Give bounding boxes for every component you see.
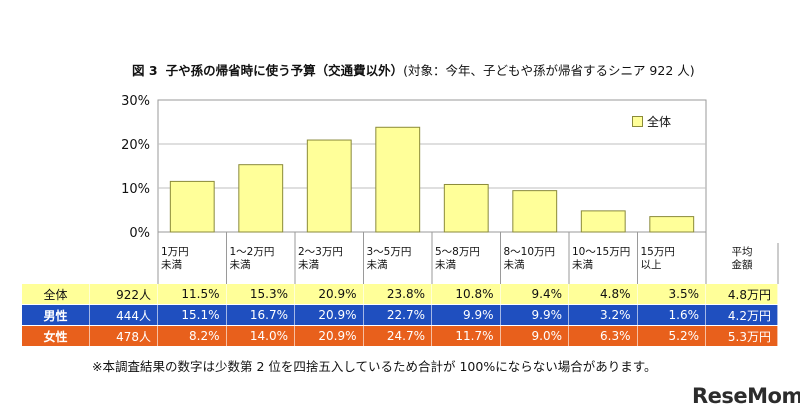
category-label-line: 未満 <box>366 259 388 271</box>
title-main: 子や孫の帰省時に使う予算（交通費以外） <box>165 63 404 78</box>
row-label: 女性 <box>22 326 90 346</box>
legend-label: 全体 <box>647 115 672 129</box>
category-label-line: 未満 <box>503 259 525 271</box>
category-label: 3～5万円 未満 <box>364 243 433 284</box>
row-average: 4.8万円 <box>706 284 778 304</box>
table-cell: 6.3% <box>569 326 638 346</box>
table-cell: 3.2% <box>569 305 638 325</box>
category-label: 1万円 未満 <box>158 243 227 284</box>
table-cell: 22.7% <box>364 305 432 325</box>
y-tick-label: 20% <box>121 138 150 153</box>
category-label-line: 3～5万円 <box>366 246 412 258</box>
y-tick-label: 30% <box>121 94 150 109</box>
avg-header-line1: 平均 <box>731 246 753 258</box>
table-row: 全体 922人 11.5% 15.3% 20.9% 23.8% 10.8% 9.4% 4.8% 3… <box>22 284 778 305</box>
table-cell: 15.3% <box>227 284 295 304</box>
y-tick-label: 10% <box>121 182 150 197</box>
table-cell: 23.8% <box>364 284 432 304</box>
row-label: 全体 <box>22 284 90 304</box>
table-cell: 9.9% <box>501 305 569 325</box>
table-cell: 15.1% <box>158 305 227 325</box>
row-average: 5.3万円 <box>706 326 778 346</box>
category-label-line: 1万円 <box>161 246 189 258</box>
category-label: 8～10万円 未満 <box>501 243 570 284</box>
table-cell: 9.4% <box>501 284 569 304</box>
avg-header-line2: 金額 <box>731 259 753 271</box>
title-subtitle: (対象：今年、子どもや孫が帰省するシニア 922 人) <box>403 63 695 78</box>
category-label-line: 未満 <box>229 259 251 271</box>
table-row: 女性 478人 8.2% 14.0% 20.9% 24.7% 11.7% 9.0% 6.3% 5.… <box>22 326 778 347</box>
category-label-line: 2～3万円 <box>298 246 343 258</box>
legend-swatch <box>632 116 643 127</box>
table-cell: 20.9% <box>295 326 364 346</box>
table-cell: 4.8% <box>569 284 638 304</box>
category-label-line: 未満 <box>298 259 319 271</box>
table-cell: 8.2% <box>158 326 227 346</box>
footnote: ※本調査結果の数字は少数第 2 位を四捨五入しているため合計が 100%にならな… <box>92 359 657 374</box>
chart-title: 図 3 子や孫の帰省時に使う予算（交通費以外）(対象：今年、子どもや孫が帰省するシ… <box>132 60 772 79</box>
table-cell: 16.7% <box>227 305 295 325</box>
table-cell: 14.0% <box>227 326 295 346</box>
resemom-logo: ReseMom <box>692 384 800 408</box>
category-label: 2～3万円 未満 <box>295 243 364 284</box>
category-label: 1～2万円 未満 <box>227 243 296 284</box>
bar <box>580 210 626 233</box>
avg-header: 平均 金額 <box>706 243 778 272</box>
row-count: 444人 <box>90 305 158 325</box>
row-count: 922人 <box>90 284 158 304</box>
table-cell: 1.6% <box>638 305 706 325</box>
category-label-line: 5～8万円 <box>435 246 480 258</box>
table-row: 男性 444人 15.1% 16.7% 20.9% 22.7% 9.9% 9.9% 3.2% 1.… <box>22 305 778 326</box>
bar <box>375 126 421 233</box>
row-count: 478人 <box>90 326 158 346</box>
table-cell: 11.5% <box>158 284 227 304</box>
figure-number: 図 3 <box>132 63 158 78</box>
category-label-line: 15万円 <box>640 246 675 258</box>
category-label: 5～8万円 未満 <box>432 243 501 284</box>
legend: 全体 <box>632 113 671 130</box>
table-cell: 20.9% <box>295 305 364 325</box>
category-label-line: 未満 <box>572 259 593 271</box>
bar <box>169 180 215 233</box>
table-cell: 5.2% <box>638 326 706 346</box>
category-label-line: 未満 <box>161 259 182 271</box>
category-label-line: 8～10万円 <box>503 246 556 258</box>
table-cell: 9.0% <box>501 326 569 346</box>
category-label-line: 1～2万円 <box>229 246 275 258</box>
table-cell: 10.8% <box>432 284 501 304</box>
y-tick-label: 0% <box>129 226 150 241</box>
row-average: 4.2万円 <box>706 305 778 325</box>
table-cell: 24.7% <box>364 326 432 346</box>
bar <box>238 164 284 233</box>
table-cell: 11.7% <box>432 326 501 346</box>
category-label: 15万円 以上 <box>638 243 707 284</box>
category-label: 10～15万円 未満 <box>569 243 638 284</box>
table-cell: 3.5% <box>638 284 706 304</box>
bar <box>306 139 352 233</box>
bar <box>512 190 558 233</box>
table-cell: 9.9% <box>432 305 501 325</box>
bar <box>649 216 695 233</box>
category-label-line: 未満 <box>435 259 456 271</box>
row-label: 男性 <box>22 305 90 325</box>
bar <box>443 183 489 233</box>
category-label-line: 以上 <box>640 259 662 271</box>
category-label-line: 10～15万円 <box>572 246 631 258</box>
table-cell: 20.9% <box>295 284 364 304</box>
